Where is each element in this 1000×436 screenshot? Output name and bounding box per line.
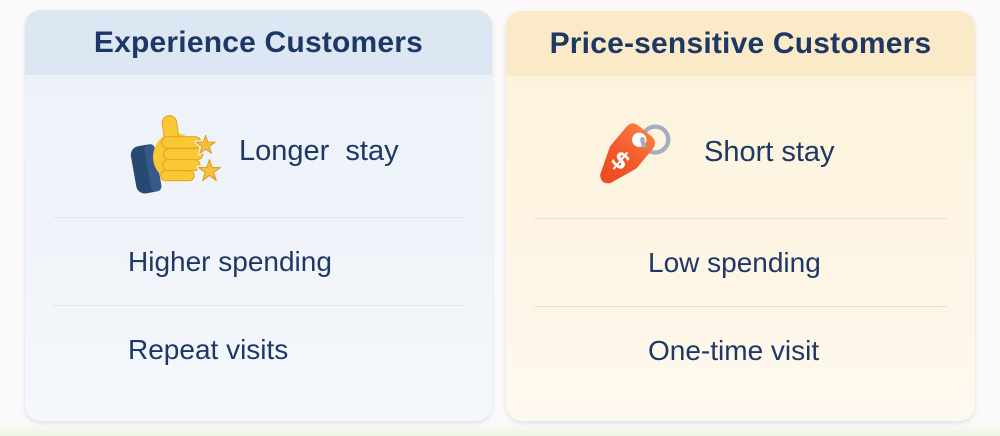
hero-label-longer-stay: Longer stay <box>239 134 399 167</box>
hero-label-short-stay: Short stay <box>704 135 835 168</box>
feature-row: One-time visit <box>534 306 947 394</box>
feature-label-one-time-visit: One-time visit <box>648 334 820 366</box>
feature-row: Higher spending <box>53 217 464 305</box>
feature-row: Repeat visits <box>53 305 464 393</box>
thumbs-up-with-stars-icon <box>130 115 223 194</box>
hero-row-price-sensitive: $ Short stay <box>506 76 975 218</box>
bottom-tint-strip <box>0 424 1000 436</box>
feature-label-higher-spending: Higher spending <box>128 245 332 277</box>
feature-row: Low spending <box>534 218 947 306</box>
hero-row-experience: Longer stay <box>25 75 492 217</box>
card-experience-customers: Experience Customers <box>25 10 492 421</box>
price-tag-icon: $ <box>600 123 671 184</box>
card-price-sensitive-customers: Price-sensitive Customers $ <box>506 11 975 421</box>
card-body-price-sensitive: $ Short stay Low spending One-time visit <box>506 76 975 421</box>
card-body-experience: Longer stay Higher spending Repeat visit… <box>25 75 492 421</box>
feature-label-repeat-visits: Repeat visits <box>128 333 289 365</box>
feature-label-low-spending: Low spending <box>648 246 821 278</box>
card-title-experience: Experience Customers <box>25 10 492 75</box>
card-title-price-sensitive: Price-sensitive Customers <box>506 11 975 76</box>
